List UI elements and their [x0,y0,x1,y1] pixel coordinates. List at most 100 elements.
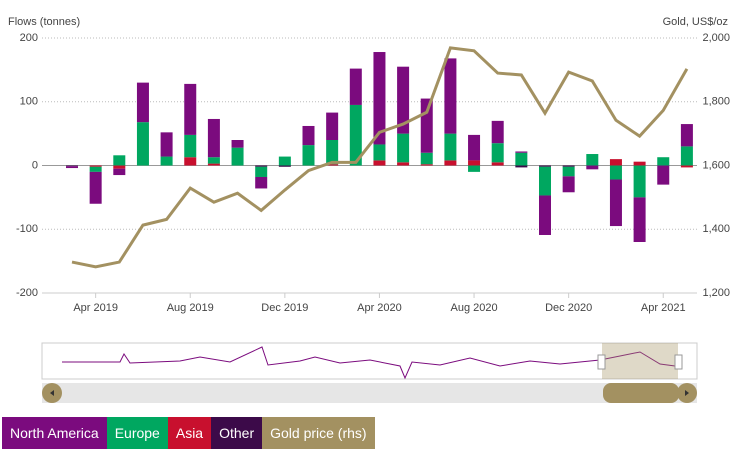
navigator-line [62,346,676,380]
bar [515,151,528,153]
bar [326,140,339,165]
bar [326,164,339,166]
x-tick-label: Aug 2019 [167,302,214,314]
bar [609,159,622,166]
bar [302,145,315,166]
scrollbar-track[interactable] [42,383,697,403]
x-tick-label: Dec 2020 [545,302,592,314]
bar [255,166,268,177]
bar [207,163,220,166]
bar [515,152,528,166]
y-axis-title: Flows (tonnes) [8,16,80,28]
bar [444,160,457,166]
legend-item[interactable]: Gold price (rhs) [262,417,375,449]
bar [468,165,481,172]
bar [633,161,646,166]
y2-tick-label: 1,800 [702,96,730,108]
x-tick-label: Dec 2019 [261,302,308,314]
y2-tick-label: 1,400 [702,223,730,235]
legend-item[interactable]: Asia [167,417,212,449]
bar [326,112,339,140]
bar [278,165,291,167]
legend-item[interactable]: Europe [106,417,168,449]
y-tick-label: 100 [20,96,38,108]
legend: North America Europe Asia Other Gold price (… [2,417,375,449]
bar [539,166,551,196]
x-tick-label: Apr 2020 [357,302,402,314]
bar [680,124,693,147]
bar [89,171,102,204]
bar [539,195,551,235]
navigator [41,342,698,403]
bar [657,157,670,166]
bar [255,176,268,189]
navigator-handle[interactable] [674,354,683,370]
bar [397,66,410,134]
gold-line [71,46,689,269]
bar [680,165,693,168]
bar [160,156,173,166]
bar [562,176,575,193]
legend-item[interactable]: North America [2,417,107,449]
bar [586,154,599,166]
bar [231,140,244,148]
bar [515,165,528,168]
bar [278,156,291,166]
bar [349,104,362,166]
bar [562,165,575,167]
bar [113,155,126,166]
bar [633,197,646,242]
chart: Flows (tonnes) Gold, US$/oz -200 -100 0 100… [8,16,730,403]
bar [373,52,386,145]
bar [586,165,599,170]
bar [89,166,102,172]
y2-tick-label: 1,200 [702,287,730,299]
bar [420,152,433,165]
bar [397,162,410,166]
bar [207,157,220,164]
bar [231,147,244,166]
y-tick-label: -200 [16,287,38,299]
y2-tick-label: 2,000 [702,32,730,44]
bar [420,98,433,153]
bar [609,165,622,180]
bar [373,160,386,166]
navigator-handle[interactable] [597,354,606,370]
bar [680,146,693,166]
bar [113,168,126,176]
bar [160,132,173,157]
bar [562,166,575,177]
bar [468,160,481,166]
bar [657,165,670,185]
bar [184,157,197,166]
bar [255,165,268,167]
legend-item[interactable]: Other [211,417,263,449]
bar [609,179,622,227]
bar [444,133,457,161]
bar [66,165,78,167]
bar [184,134,197,158]
bar [349,68,362,105]
y-tick-label: 0 [32,159,38,171]
bar [539,165,551,167]
y-tick-label: 200 [20,32,38,44]
navigator-selection[interactable] [602,343,678,379]
bar [491,162,504,166]
bar [302,125,315,146]
bar [373,144,386,161]
bar [397,133,410,163]
x-tick-label: Apr 2021 [641,302,686,314]
bar [491,143,504,163]
bar [633,165,646,198]
y2-axis-title: Gold, US$/oz [663,16,728,28]
bar [468,134,481,161]
bar [207,118,220,158]
bar [491,120,504,144]
y2-tick-label: 1,600 [702,159,730,171]
x-tick-label: Aug 2020 [450,302,497,314]
bar [89,165,102,167]
bar [136,82,149,123]
x-tick-label: Apr 2019 [73,302,118,314]
scrollbar-thumb[interactable] [603,383,679,403]
bar [420,164,433,166]
